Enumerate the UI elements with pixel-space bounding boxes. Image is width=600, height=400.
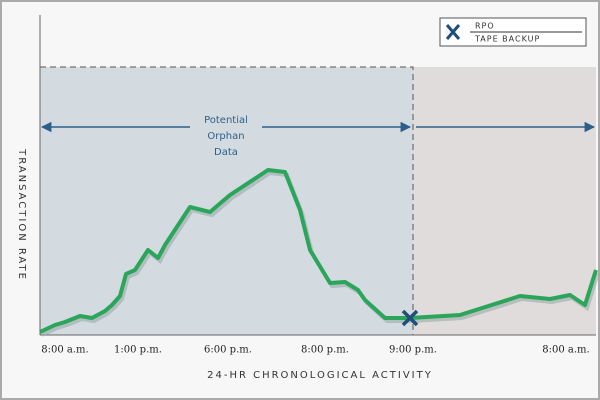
curve-shadow (41, 170, 600, 337)
transaction-curve (39, 168, 598, 334)
annotation: Orphan (207, 131, 244, 142)
legend-label: RPO (475, 22, 495, 31)
annotation: Data (214, 147, 238, 158)
shaded-region-right (413, 67, 596, 335)
y-axis-title: TRANSACTION RATE (16, 148, 27, 281)
annotation-bg (190, 112, 262, 162)
dashed-boundary (40, 66, 414, 335)
x-label: 8:00 a.m. (542, 345, 589, 356)
annotation: Potential (204, 115, 248, 126)
x-label: 1:00 p.m. (114, 345, 162, 356)
x-label: 8:00 a.m. (41, 345, 88, 356)
x-label: 6:00 p.m. (204, 345, 252, 356)
rpo-marker (401, 309, 419, 327)
legend-marker (445, 24, 461, 40)
x-label: 9:00 p.m. (389, 345, 437, 356)
legend-label: TAPE BACKUP (474, 35, 540, 44)
x-axis-title: 24-HR CHRONOLOGICAL ACTIVITY (207, 370, 433, 381)
x-label: 8:00 p.m. (301, 345, 349, 356)
